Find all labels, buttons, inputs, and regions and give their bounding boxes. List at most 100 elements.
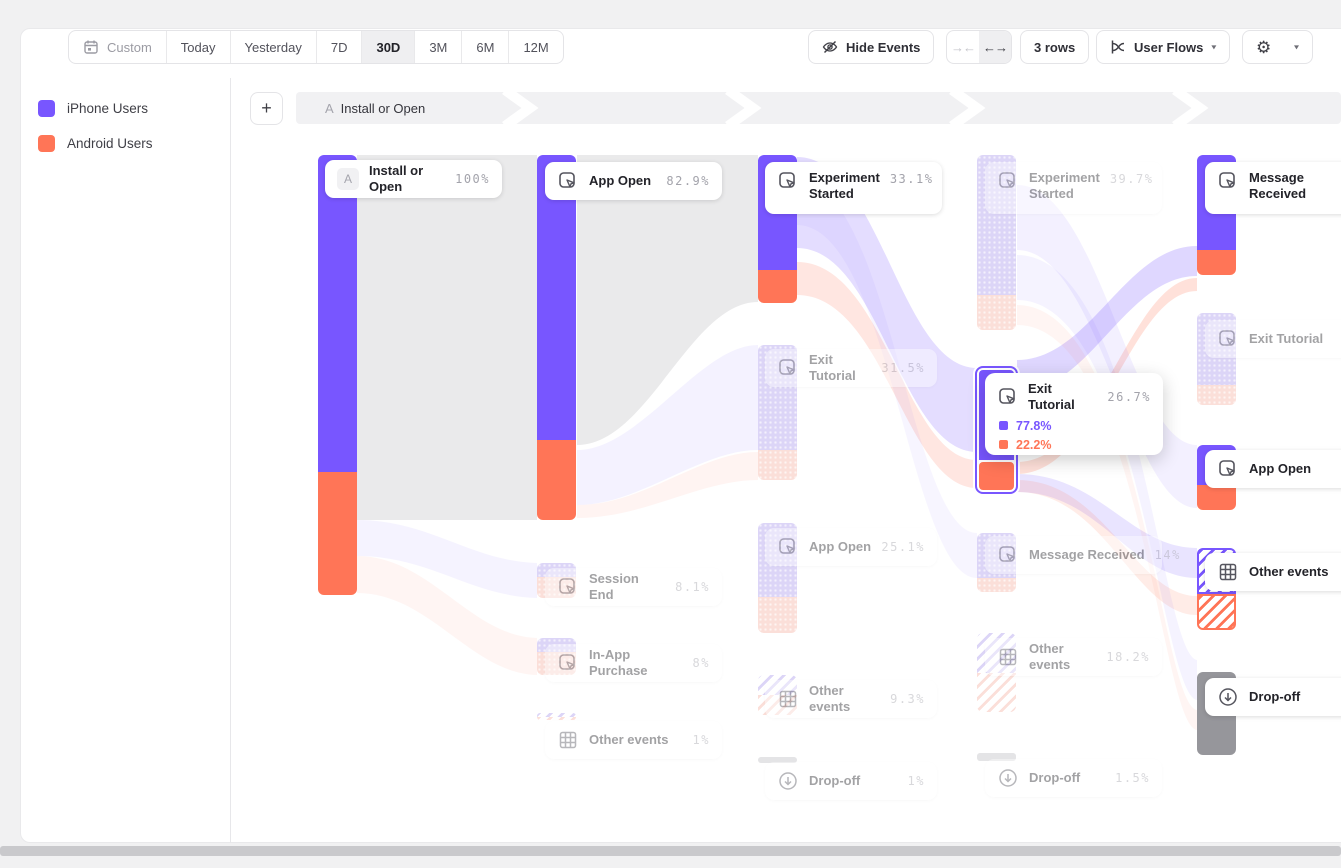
node-card-in-app-purchase-step2[interactable]: In-App Purchase 8% — [545, 644, 722, 682]
node-card-other-events-step5[interactable]: Other events — [1205, 553, 1341, 591]
date-range-label: Today — [180, 39, 216, 55]
node-card-experiment-started-step4[interactable]: Experiment Started 39.7% — [985, 162, 1162, 214]
node-label: Drop-off — [1029, 769, 1081, 785]
node-bar-dropoff-step4[interactable] — [977, 753, 1016, 761]
date-range-yesterday[interactable]: Yesterday — [231, 31, 317, 63]
node-bar-app-open-step3[interactable] — [758, 523, 797, 633]
legend-item-android-users[interactable]: Android Users — [38, 135, 153, 152]
node-card-message-received-step4[interactable]: Message Received 14% — [985, 536, 1179, 574]
expand-arrows-icon: ←→ — [983, 39, 1008, 55]
node-label: Install or Open — [369, 162, 424, 194]
node-label: Other events — [809, 682, 851, 714]
app-event-icon — [559, 172, 575, 188]
horizontal-scrollbar[interactable] — [0, 846, 1341, 856]
node-label: Exit Tutorial — [809, 351, 856, 383]
grid-icon — [1219, 563, 1237, 581]
node-pct: 26.7% — [1107, 390, 1151, 405]
node-pct: 1% — [692, 733, 710, 747]
node-bar-dropoff-step3[interactable] — [758, 757, 797, 763]
date-range-12m[interactable]: 12M — [509, 31, 562, 63]
node-pct: 1.5% — [1115, 771, 1150, 785]
node-bar-exit-tutorial-step3[interactable] — [758, 345, 797, 480]
node-card-dropoff-step4[interactable]: Drop-off 1.5% — [985, 759, 1162, 797]
add-step-button[interactable]: + — [250, 92, 283, 125]
node-card-other-events-step4[interactable]: Other events 18.2% — [985, 638, 1162, 676]
node-bar-other-events-step2[interactable] — [537, 713, 576, 720]
date-range-7d[interactable]: 7D — [317, 31, 363, 63]
android-segment — [977, 673, 1016, 712]
node-bar-install-or-open[interactable] — [318, 155, 357, 595]
hide-events-button[interactable]: Hide Events — [808, 30, 935, 64]
app-event-icon — [999, 388, 1015, 405]
node-bar-experiment-started-step4[interactable] — [977, 155, 1016, 330]
app-event-icon — [999, 172, 1015, 188]
eye-off-icon — [822, 40, 838, 54]
date-range-today[interactable]: Today — [167, 31, 231, 63]
grid-icon — [779, 690, 797, 708]
node-label: Exit Tutorial — [1249, 330, 1324, 346]
node-bar-exit-tutorial-step5[interactable] — [1197, 313, 1236, 405]
date-range-label: 7D — [330, 39, 348, 55]
android-users-swatch — [38, 135, 55, 152]
node-bar-other-events-step3[interactable] — [758, 675, 797, 715]
node-label: Session End — [589, 570, 639, 602]
app-event-icon — [559, 654, 575, 670]
date-range-custom[interactable]: Custom — [69, 31, 167, 63]
node-card-other-events-step3[interactable]: Other events 9.3% — [765, 680, 937, 718]
node-bar-message-received-step4[interactable] — [977, 533, 1016, 592]
node-card-message-received-step5[interactable]: Message Received — [1205, 162, 1341, 214]
node-bar-app-open-step2[interactable] — [537, 155, 576, 520]
iphone-segment — [977, 533, 1016, 578]
app-event-icon — [779, 359, 795, 375]
node-label: Experiment Started — [1029, 170, 1100, 202]
node-card-experiment-started-step3[interactable]: Experiment Started 33.1% — [765, 162, 942, 214]
node-pct: 8% — [692, 656, 710, 670]
date-range-30d-selected[interactable]: 30D — [362, 31, 416, 63]
tooltip-android-row: 22.2% — [999, 438, 1151, 452]
hide-events-label: Hide Events — [846, 39, 921, 55]
collapse-columns-button[interactable]: →← — [947, 31, 979, 63]
date-range-6m[interactable]: 6M — [462, 31, 510, 63]
rows-button[interactable]: 3 rows — [1020, 30, 1090, 64]
iphone-segment — [537, 563, 576, 577]
settings-dropdown-button[interactable]: ⚙ ▾ — [1242, 30, 1313, 64]
step-chevron-bar — [296, 85, 1341, 131]
node-card-dropoff-step3[interactable]: Drop-off 1% — [765, 762, 937, 800]
legend-item-iphone-users[interactable]: iPhone Users — [38, 100, 148, 117]
node-pct: 33.1% — [889, 172, 934, 186]
node-tooltip-exit-tutorial: Exit Tutorial 26.7% 77.8% 22.2% — [985, 373, 1163, 455]
node-pct: 25.1% — [881, 540, 925, 554]
legend-label: iPhone Users — [67, 101, 149, 116]
view-type-dropdown[interactable]: User Flows ▾ — [1096, 30, 1231, 64]
iphone-segment — [758, 523, 797, 597]
node-bar-session-end-step2[interactable] — [537, 563, 576, 598]
node-bar-other-events-step4[interactable] — [977, 633, 1016, 712]
node-card-session-end-step2[interactable]: Session End 8.1% — [545, 568, 722, 606]
expand-columns-button[interactable]: ←→ — [979, 31, 1011, 63]
view-type-label: User Flows — [1134, 39, 1204, 55]
node-card-dropoff-step5[interactable]: Drop-off — [1205, 678, 1341, 716]
date-range-label: 3M — [429, 39, 448, 55]
node-card-exit-tutorial-step3[interactable]: Exit Tutorial 31.5% — [765, 349, 937, 387]
node-card-app-open-step5[interactable]: App Open — [1205, 450, 1341, 488]
step-1-event-name: Install or Open — [340, 100, 426, 116]
node-card-exit-tutorial-step5[interactable]: Exit Tutorial — [1205, 320, 1341, 358]
android-segment — [1197, 250, 1236, 275]
node-label: App Open — [809, 538, 872, 554]
dropoff-icon — [1219, 688, 1237, 706]
android-segment — [537, 652, 576, 675]
step-1-header[interactable]: A Install or Open — [325, 92, 425, 124]
event-series-badge: A — [325, 100, 334, 116]
node-pct: 31.5% — [881, 361, 925, 375]
node-bar-in-app-purchase-step2[interactable] — [537, 638, 576, 675]
android-users-swatch — [999, 440, 1008, 449]
date-range-3m[interactable]: 3M — [415, 31, 463, 63]
node-card-install-or-open[interactable]: A Install or Open 100% — [325, 160, 502, 198]
flow-step-header[interactable]: A Install or Open — [296, 85, 1341, 131]
user-flows-icon — [1111, 40, 1125, 54]
node-card-other-events-step2[interactable]: Other events 1% — [545, 721, 722, 759]
node-card-app-open-step3[interactable]: App Open 25.1% — [765, 528, 937, 566]
node-card-app-open-step2[interactable]: App Open 82.9% — [545, 162, 722, 200]
node-label: App Open — [1249, 460, 1312, 476]
